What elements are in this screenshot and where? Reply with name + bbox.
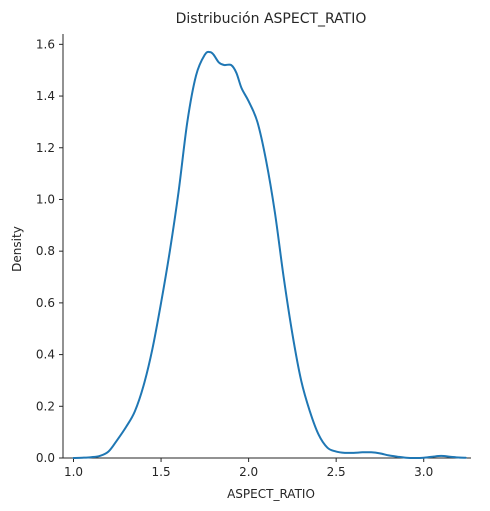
y-tick-label: 0.4: [36, 348, 55, 362]
y-tick-label: 0.2: [36, 399, 55, 413]
y-tick-label: 0.6: [36, 296, 55, 310]
y-tick-label: 0.8: [36, 244, 55, 258]
density-line: [72, 50, 467, 459]
x-tick-label: 1.0: [64, 465, 83, 479]
ticks: 1.0 1.5 2.0 2.5 3.0 0.0 0.2 0.4 0.6 0.8 1.0 1.2 1.4 1…: [36, 37, 433, 479]
y-tick-label: 0.0: [36, 451, 55, 465]
y-axis-label: Density: [10, 226, 24, 272]
chart-title: Distribución ASPECT_RATIO: [176, 11, 367, 27]
x-tick-label: 1.5: [152, 465, 171, 479]
x-tick-label: 3.0: [414, 465, 433, 479]
x-axis-label: ASPECT_RATIO: [227, 487, 315, 501]
x-tick-label: 2.5: [327, 465, 346, 479]
y-tick-label: 1.2: [36, 141, 55, 155]
x-tick-label: 2.0: [239, 465, 258, 479]
plot-area: [72, 50, 467, 459]
axes: [62, 34, 471, 459]
y-tick-label: 1.6: [36, 37, 55, 51]
y-tick-label: 1.0: [36, 192, 55, 206]
y-tick-label: 1.4: [36, 89, 55, 103]
